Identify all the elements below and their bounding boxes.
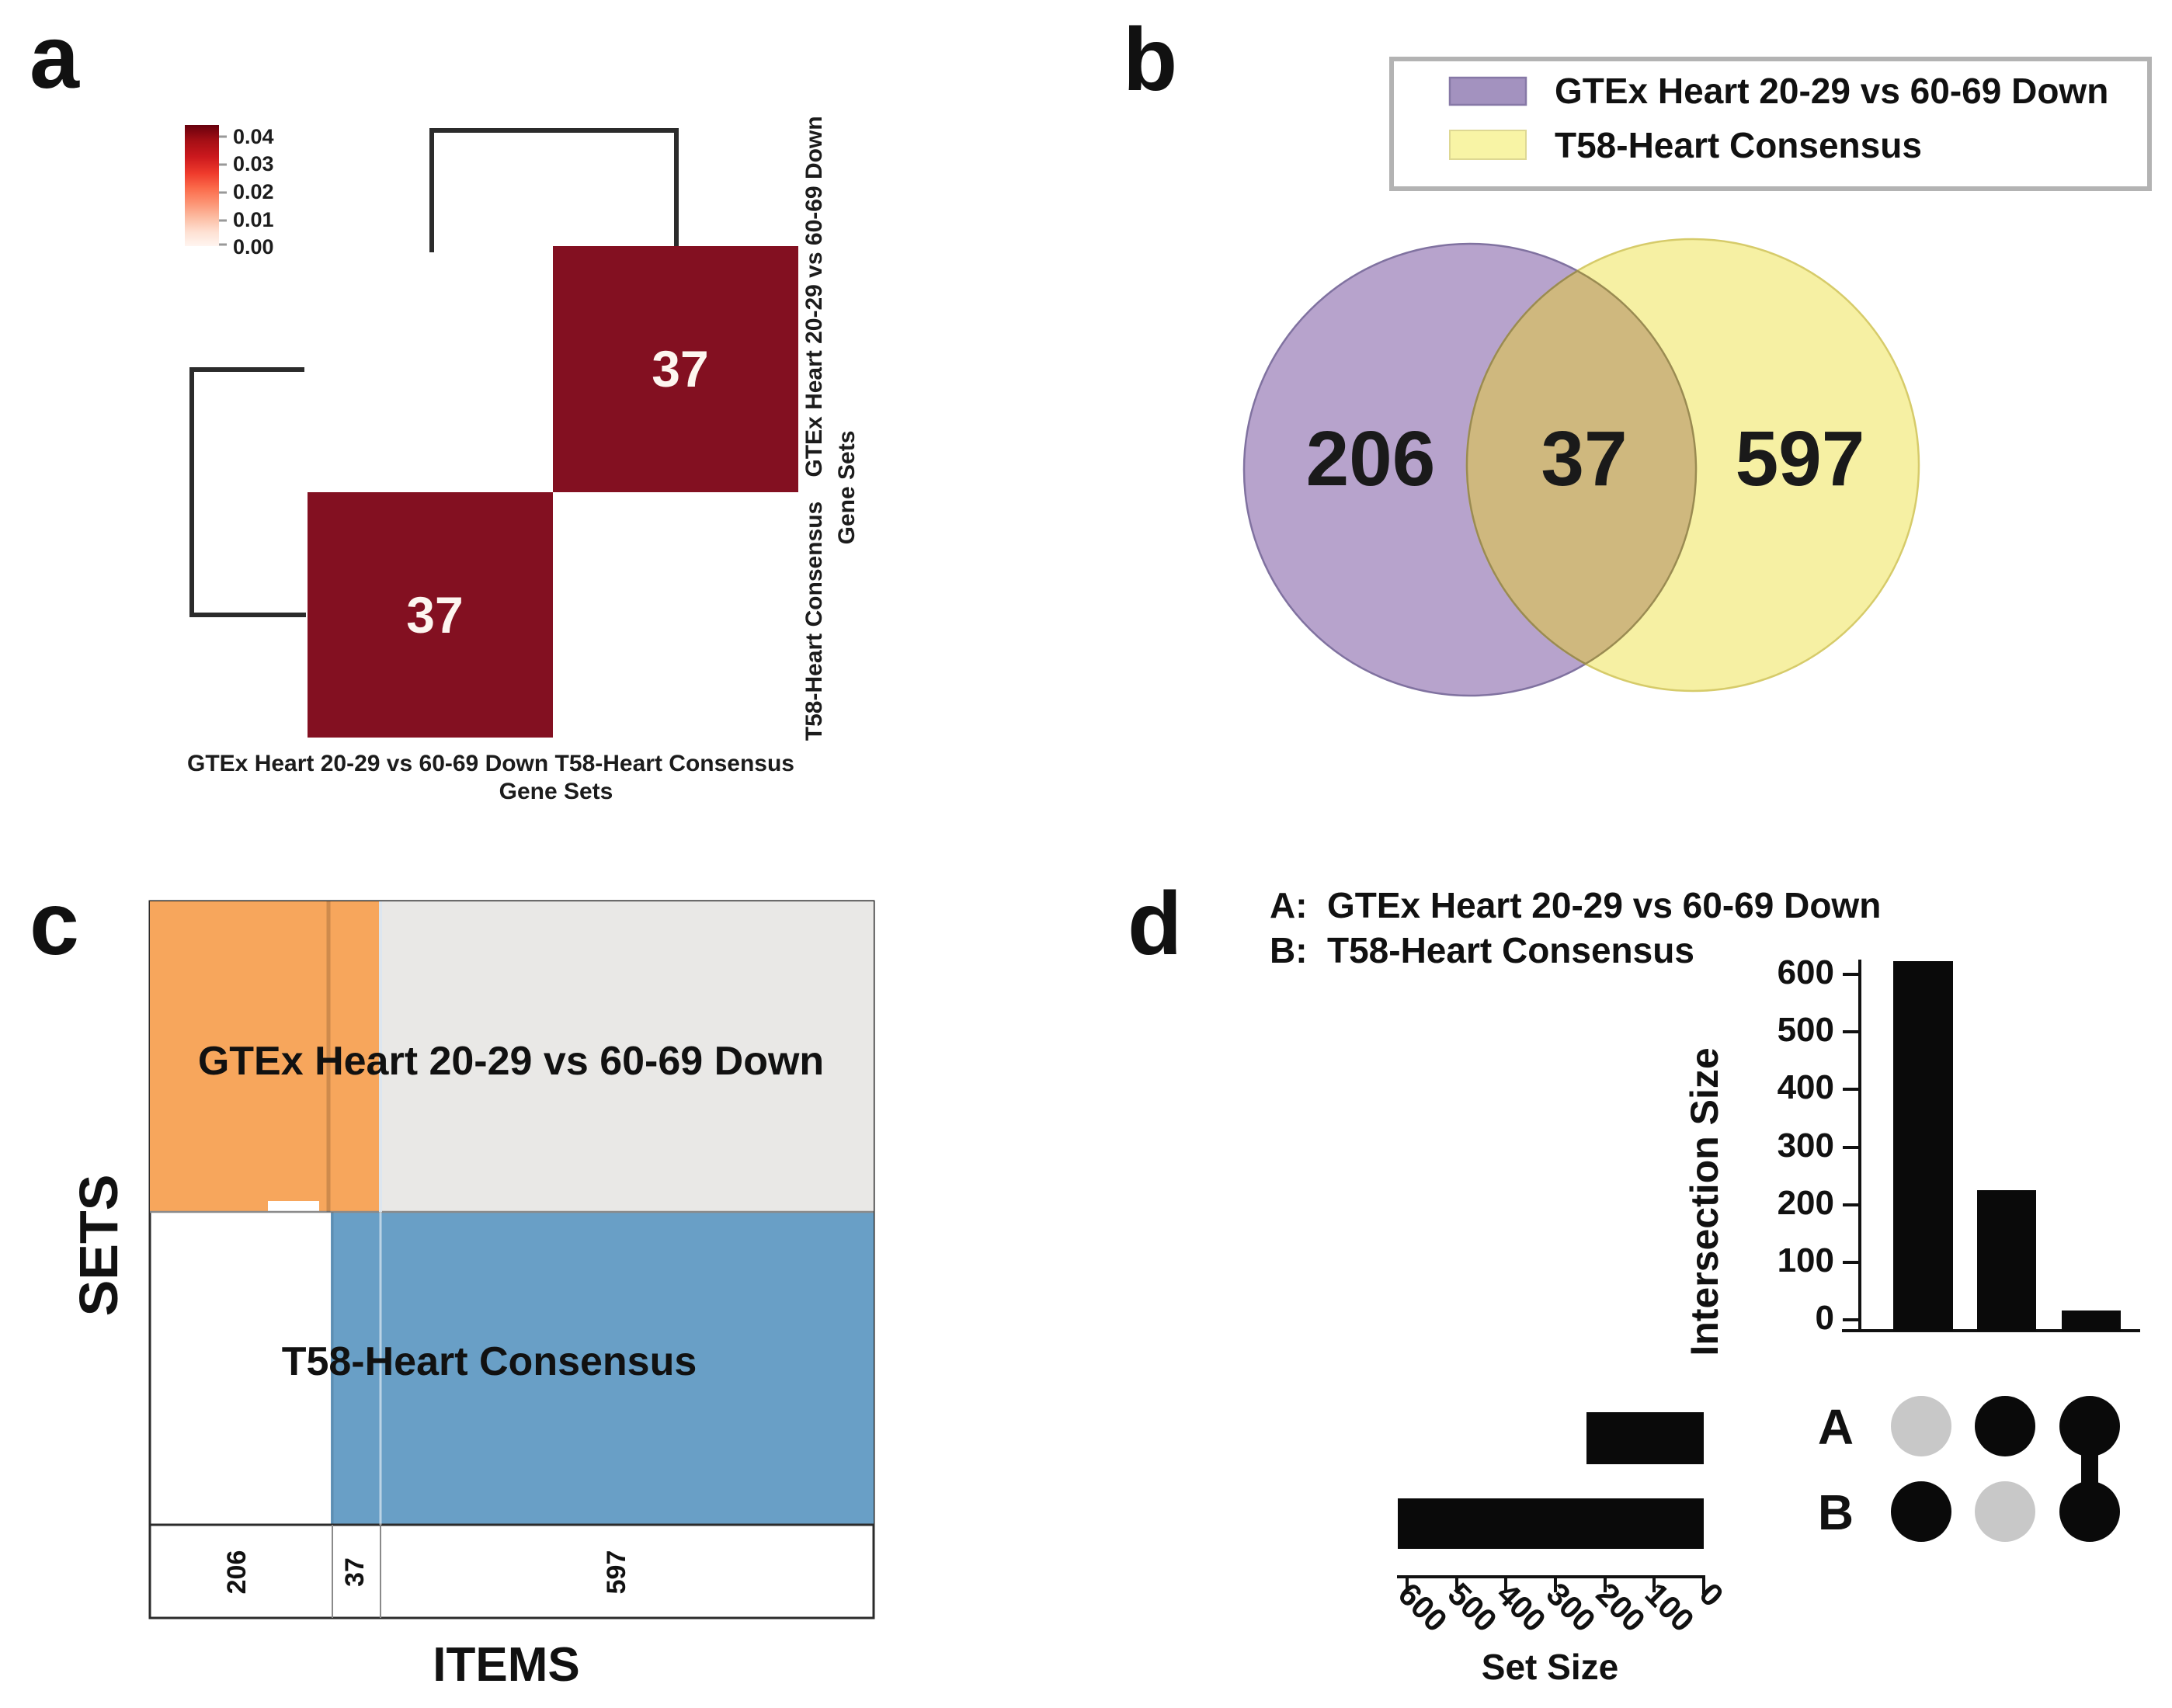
svg-text:37: 37 bbox=[406, 586, 463, 644]
svg-text:0.02: 0.02 bbox=[233, 180, 274, 203]
svg-text:206: 206 bbox=[1306, 415, 1436, 502]
svg-text:GTEx Heart 20-29 vs 60-69 Down: GTEx Heart 20-29 vs 60-69 Down T58-Heart… bbox=[187, 751, 794, 776]
svg-text:0.04: 0.04 bbox=[233, 125, 274, 148]
svg-text:Gene Sets: Gene Sets bbox=[834, 431, 860, 545]
svg-text:ITEMS: ITEMS bbox=[433, 1638, 579, 1692]
svg-text:206: 206 bbox=[222, 1550, 252, 1595]
svg-text:d: d bbox=[1128, 874, 1182, 974]
svg-text:Gene Sets: Gene Sets bbox=[499, 779, 613, 804]
svg-text:Intersection Size: Intersection Size bbox=[1683, 1047, 1726, 1356]
svg-text:a: a bbox=[30, 8, 80, 107]
svg-text:T58-Heart Consensus: T58-Heart Consensus bbox=[282, 1339, 697, 1384]
svg-text:37: 37 bbox=[1541, 415, 1627, 502]
svg-text:300: 300 bbox=[1778, 1127, 1834, 1165]
svg-text:GTEx Heart 20-29 vs 60-69 Down: GTEx Heart 20-29 vs 60-69 Down bbox=[801, 116, 827, 477]
svg-text:T58-Heart Consensus: T58-Heart Consensus bbox=[1327, 930, 1694, 970]
svg-text:0.01: 0.01 bbox=[233, 208, 274, 231]
svg-text:597: 597 bbox=[1736, 415, 1865, 502]
svg-text:T58-Heart Consensus: T58-Heart Consensus bbox=[801, 502, 827, 741]
svg-text:A: A bbox=[1818, 1399, 1854, 1455]
svg-text:GTEx Heart 20-29 vs 60-69 Down: GTEx Heart 20-29 vs 60-69 Down bbox=[1555, 71, 2108, 111]
svg-text:Set Size: Set Size bbox=[1482, 1647, 1618, 1687]
svg-text:c: c bbox=[30, 874, 79, 974]
svg-text:GTEx Heart 20-29 vs 60-69 Down: GTEx Heart 20-29 vs 60-69 Down bbox=[1327, 885, 1881, 925]
svg-text:SETS: SETS bbox=[68, 1175, 129, 1317]
svg-text:B:: B: bbox=[1270, 930, 1308, 970]
svg-text:37: 37 bbox=[340, 1557, 370, 1587]
svg-text:A:: A: bbox=[1270, 885, 1308, 925]
svg-text:0: 0 bbox=[1816, 1299, 1834, 1337]
svg-text:200: 200 bbox=[1778, 1184, 1834, 1222]
svg-text:500: 500 bbox=[1778, 1011, 1834, 1049]
svg-text:100: 100 bbox=[1778, 1241, 1834, 1279]
svg-text:0.00: 0.00 bbox=[233, 235, 274, 259]
svg-text:400: 400 bbox=[1778, 1068, 1834, 1106]
svg-text:0.03: 0.03 bbox=[233, 152, 274, 175]
svg-text:B: B bbox=[1818, 1484, 1854, 1540]
svg-text:b: b bbox=[1123, 10, 1177, 109]
svg-text:GTEx Heart 20-29 vs 60-69 Down: GTEx Heart 20-29 vs 60-69 Down bbox=[198, 1039, 824, 1084]
svg-text:37: 37 bbox=[652, 340, 708, 397]
svg-text:600: 600 bbox=[1778, 953, 1834, 991]
svg-text:597: 597 bbox=[602, 1550, 631, 1595]
svg-text:T58-Heart Consensus: T58-Heart Consensus bbox=[1555, 125, 1922, 165]
